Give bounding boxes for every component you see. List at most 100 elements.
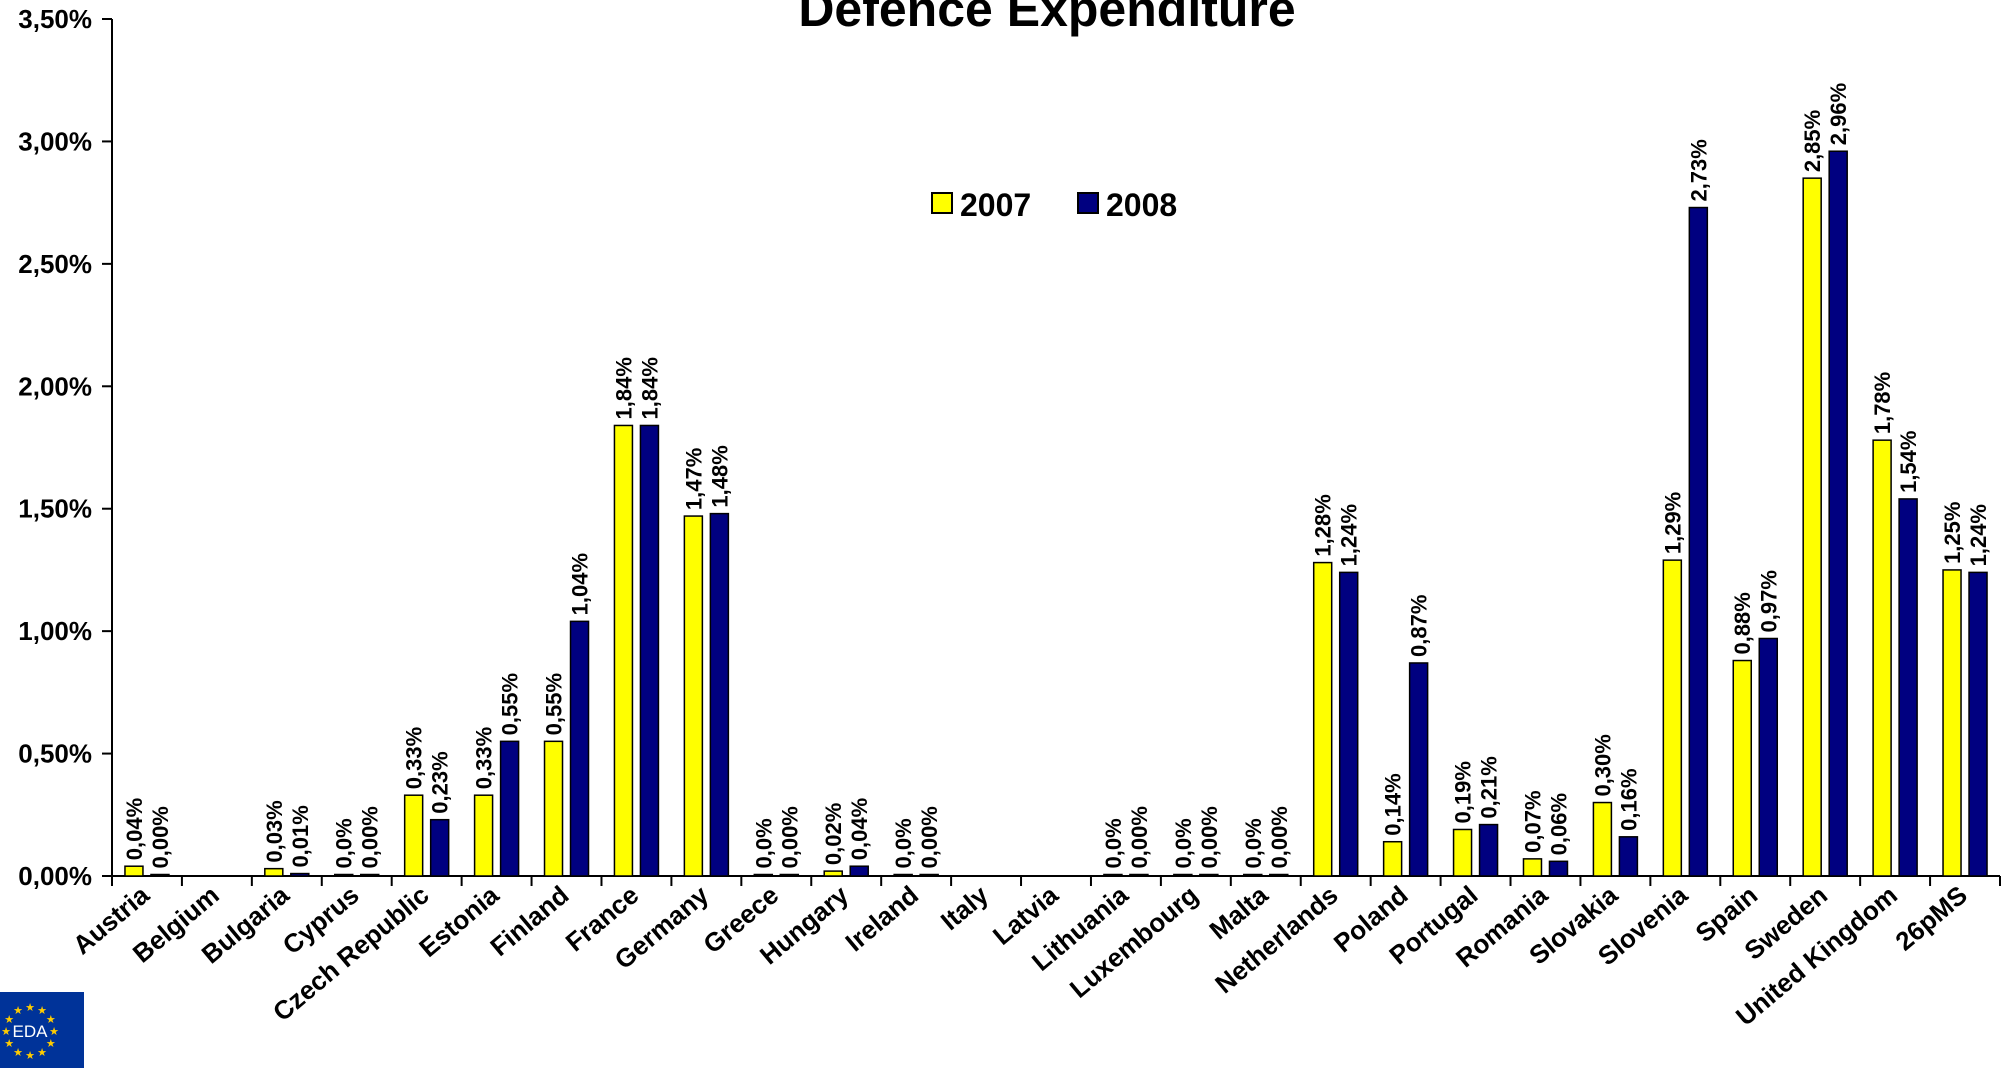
eda-logo-text: EDA — [13, 1022, 49, 1041]
bar-2008-bulgaria — [290, 872, 310, 877]
data-label: 1,29% — [1660, 492, 1685, 554]
data-label: 0,0% — [332, 818, 357, 868]
y-axis-ticks: 0,00% 0,50% 1,00% 1,50% 2,00% 2,50% 3,00% 3,50% — [18, 4, 112, 891]
data-label: 0,30% — [1590, 734, 1615, 796]
bar-2007-greece — [753, 873, 774, 877]
bar-2008-netherlands — [1338, 571, 1359, 877]
data-label: 0,02% — [821, 803, 846, 865]
data-label: 1,54% — [1896, 431, 1921, 493]
data-label: 0,00% — [148, 806, 173, 868]
bar-2008-greece — [779, 873, 800, 877]
chart-title: Defence Expenditure — [798, 0, 1295, 37]
data-label: 0,00% — [1197, 806, 1222, 868]
x-tick-label: 26pMS — [1889, 880, 1972, 957]
data-label: 2,96% — [1826, 83, 1851, 145]
data-label: 0,16% — [1616, 768, 1641, 830]
data-label: 0,55% — [542, 673, 567, 735]
data-label: 0,03% — [262, 800, 287, 862]
bar-2008-sweden — [1828, 150, 1848, 877]
data-label: 1,47% — [681, 448, 706, 510]
bar-2008-hungary — [849, 865, 869, 877]
data-label: 0,04% — [122, 798, 147, 860]
bar-2008-france — [639, 424, 660, 877]
data-label: 1,84% — [637, 357, 662, 419]
legend-swatch-2008 — [1077, 192, 1099, 214]
data-label: 0,04% — [847, 798, 872, 860]
data-label: 0,88% — [1730, 592, 1755, 654]
bar-2008-malta — [1269, 873, 1289, 877]
bar-2007-cyprus — [333, 873, 354, 877]
data-labels: 0,04% 0,00% 0,03% 0,01% 0,0% 0,00%0,33% 0,23% 0… — [122, 83, 1991, 869]
legend-label-2007: 2007 — [960, 187, 1031, 223]
bar-2007-finland — [543, 740, 564, 877]
data-label: 0,97% — [1756, 570, 1781, 632]
chart-legend: 2007 2008 — [931, 187, 1177, 223]
bar-2008-spain — [1758, 637, 1779, 877]
chart-bars — [124, 150, 1988, 877]
data-label: 1,24% — [1966, 504, 1991, 566]
bar-2007-slovenia — [1662, 559, 1683, 877]
data-label: 0,01% — [288, 805, 313, 867]
bar-2007-poland — [1382, 840, 1403, 877]
eda-logo-stars: ★★★★★★★★★ ★ ★★ — [1, 1001, 59, 1062]
star-icon: ★ — [37, 1004, 47, 1017]
bar-2008-portugal — [1478, 823, 1499, 877]
x-tick-label: Italy — [935, 879, 995, 936]
star-icon: ★ — [46, 1013, 56, 1026]
bar-2007-france — [613, 424, 634, 877]
star-icon: ★ — [25, 1001, 35, 1014]
star-icon: ★ — [46, 1037, 56, 1050]
data-label: 0,33% — [402, 727, 427, 789]
data-label: 0,55% — [498, 673, 523, 735]
bar-2008-romania — [1548, 860, 1569, 877]
data-label: 1,48% — [707, 445, 732, 507]
y-tick-label: 1,00% — [18, 616, 92, 646]
bar-2008-slovakia — [1618, 836, 1639, 877]
bar-2007-slovakia — [1592, 801, 1613, 877]
star-icon: ★ — [49, 1025, 59, 1038]
data-label: 0,0% — [751, 818, 776, 868]
eda-logo-background — [0, 992, 84, 1068]
y-tick-label: 3,00% — [18, 126, 92, 156]
bar-2007-united-kingdom — [1872, 439, 1892, 877]
bar-2007-hungary — [823, 870, 843, 877]
bar-2008-czech-republic — [429, 818, 450, 877]
y-tick-label: 2,50% — [18, 249, 92, 279]
bar-2007-portugal — [1452, 828, 1473, 877]
bar-2007-austria — [124, 865, 144, 877]
data-label: 0,19% — [1451, 761, 1476, 823]
bar-2007-lithuania — [1103, 873, 1123, 877]
data-label: 0,23% — [428, 751, 453, 813]
bar-2007-bulgaria — [264, 867, 284, 877]
bar-2008-estonia — [499, 740, 520, 877]
bar-2007-estonia — [473, 794, 494, 877]
bar-2008-lithuania — [1129, 873, 1149, 877]
bar-2008-germany — [709, 512, 730, 877]
bar-2008-poland — [1408, 662, 1429, 877]
data-label: 1,25% — [1940, 502, 1965, 564]
bar-2007-germany — [683, 515, 704, 877]
bar-2007-czech-republic — [403, 794, 424, 877]
y-tick-label: 0,00% — [18, 861, 92, 891]
bar-2007-sweden — [1802, 177, 1822, 877]
data-label: 1,04% — [568, 553, 593, 615]
bar-2007-netherlands — [1312, 561, 1333, 877]
star-icon: ★ — [25, 1049, 35, 1062]
legend-swatch-2007 — [931, 192, 953, 214]
data-label: 0,0% — [1171, 818, 1196, 868]
y-tick-label: 2,00% — [18, 371, 92, 401]
x-tick-label: Finland — [484, 880, 574, 962]
bar-2008-26pms — [1968, 571, 1988, 877]
star-icon: ★ — [37, 1046, 47, 1059]
bar-2007-spain — [1732, 659, 1753, 877]
data-label: 2,73% — [1686, 139, 1711, 201]
data-label: 2,85% — [1800, 110, 1825, 172]
legend-label-2008: 2008 — [1106, 187, 1177, 223]
eda-logo: ★★★★★★★★★ ★ ★★ EDA — [0, 992, 84, 1068]
bar-2008-ireland — [919, 873, 939, 877]
bar-2007-ireland — [893, 873, 913, 877]
data-label: 1,78% — [1870, 372, 1895, 434]
data-label: 0,14% — [1381, 773, 1406, 835]
data-label: 0,07% — [1520, 790, 1545, 852]
